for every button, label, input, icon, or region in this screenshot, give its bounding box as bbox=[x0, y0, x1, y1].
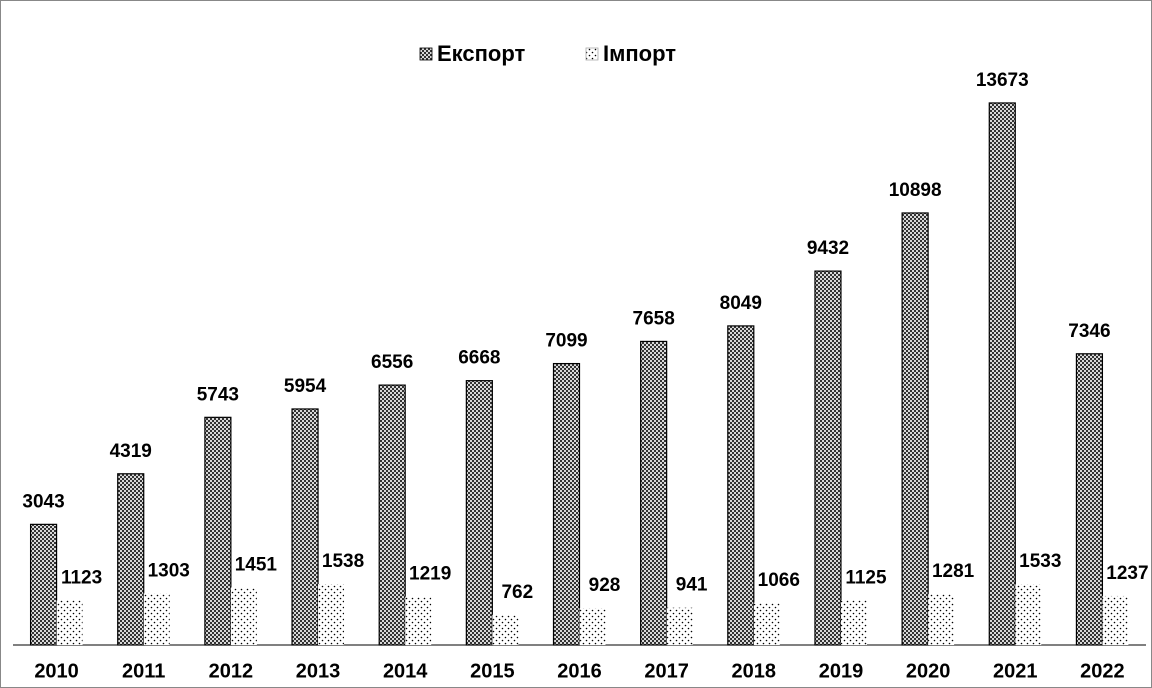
x-tick-label: 2020 bbox=[906, 660, 951, 682]
legend-swatch bbox=[585, 47, 599, 61]
data-label: 3043 bbox=[22, 491, 64, 512]
x-tick-label: 2019 bbox=[819, 660, 864, 682]
data-label: 5743 bbox=[197, 384, 239, 405]
x-tick-label: 2014 bbox=[383, 660, 428, 682]
bar bbox=[1102, 595, 1129, 645]
data-label: 10898 bbox=[889, 180, 942, 201]
data-label: 1123 bbox=[61, 567, 102, 588]
bar bbox=[291, 408, 319, 646]
x-tick-label: 2010 bbox=[34, 660, 79, 682]
legend-swatch bbox=[419, 47, 433, 61]
x-tick-label: 2015 bbox=[470, 660, 515, 682]
data-label: 9432 bbox=[807, 238, 849, 259]
data-label: 7346 bbox=[1068, 321, 1110, 342]
bar bbox=[552, 362, 581, 646]
legend-label: Експорт bbox=[437, 41, 526, 66]
bar bbox=[230, 587, 257, 645]
data-label: 1066 bbox=[758, 570, 800, 591]
x-tick-label: 2022 bbox=[1080, 660, 1125, 682]
data-label: 7658 bbox=[633, 308, 675, 329]
x-tick-label: 2017 bbox=[644, 660, 689, 682]
bar bbox=[143, 593, 170, 645]
bar bbox=[465, 380, 493, 646]
bar bbox=[405, 596, 432, 645]
data-label: 1281 bbox=[932, 561, 975, 582]
bar bbox=[901, 212, 929, 646]
data-label: 1237 bbox=[1106, 563, 1148, 584]
data-label: 5954 bbox=[284, 376, 327, 397]
data-label: 6556 bbox=[371, 352, 413, 373]
bar bbox=[492, 614, 519, 645]
bar bbox=[29, 523, 58, 646]
data-label: 4319 bbox=[110, 441, 152, 462]
legend-label: Імпорт bbox=[603, 41, 676, 66]
x-tick-label: 2018 bbox=[732, 660, 777, 682]
bar bbox=[928, 594, 955, 645]
bar bbox=[640, 340, 668, 646]
bar bbox=[579, 608, 606, 645]
bar bbox=[1015, 584, 1042, 645]
data-label: 941 bbox=[676, 575, 708, 596]
data-label: 1533 bbox=[1019, 551, 1061, 572]
data-label: 1125 bbox=[845, 567, 887, 588]
data-label: 7099 bbox=[545, 331, 587, 352]
data-label: 1451 bbox=[235, 554, 278, 575]
x-tick-label: 2013 bbox=[296, 660, 341, 682]
x-tick-label: 2021 bbox=[993, 660, 1038, 682]
data-label: 8049 bbox=[720, 293, 762, 314]
data-label: 1538 bbox=[322, 551, 364, 572]
x-tick-label: 2016 bbox=[557, 660, 602, 682]
bar bbox=[204, 416, 232, 646]
data-label: 1303 bbox=[148, 560, 190, 581]
bar bbox=[814, 270, 842, 646]
x-tick-label: 2012 bbox=[209, 660, 254, 682]
bar bbox=[117, 473, 145, 646]
bar bbox=[753, 602, 780, 645]
bar bbox=[56, 600, 83, 645]
data-label: 13673 bbox=[976, 70, 1029, 91]
x-tick-label: 2011 bbox=[122, 660, 165, 682]
bar bbox=[318, 584, 345, 645]
bar bbox=[378, 384, 406, 646]
bar bbox=[727, 325, 755, 646]
data-label: 1219 bbox=[409, 564, 451, 585]
bar bbox=[988, 102, 1016, 646]
data-label: 928 bbox=[589, 575, 621, 596]
bar bbox=[1075, 353, 1104, 646]
data-label: 762 bbox=[501, 582, 533, 603]
bar bbox=[840, 600, 867, 645]
data-label: 6668 bbox=[458, 348, 500, 369]
bar bbox=[666, 607, 693, 645]
